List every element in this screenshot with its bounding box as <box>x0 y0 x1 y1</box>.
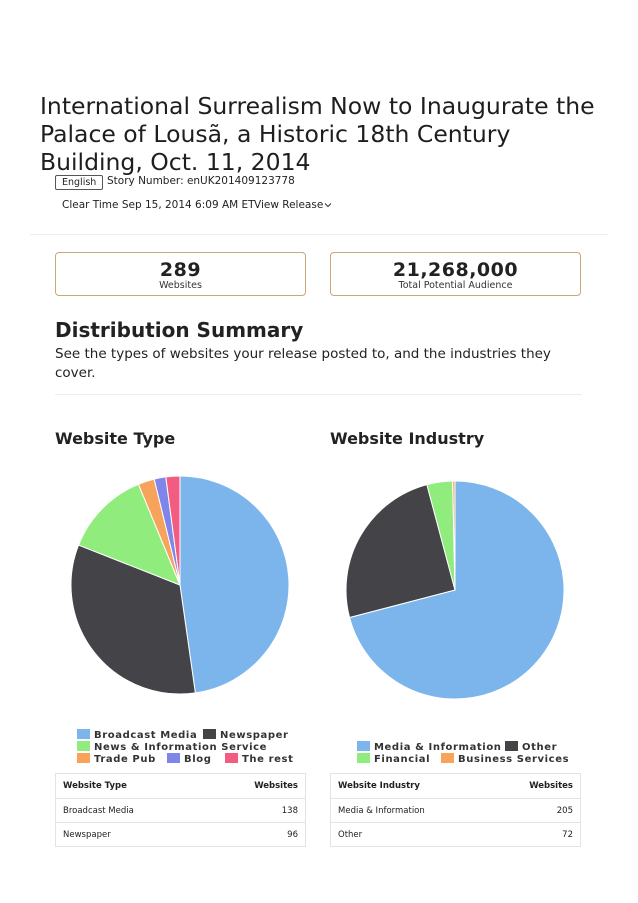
legend-item-trade-pub[interactable]: Trade Pub <box>77 753 156 765</box>
website-industry-table: Website Industry Websites Media & Inform… <box>330 773 582 847</box>
table-row: Media & Information 205 <box>330 798 582 823</box>
table-cell-label: Broadcast Media <box>55 798 205 823</box>
table-header-websites: Websites <box>489 773 582 799</box>
table-cell-value: 205 <box>489 798 582 823</box>
legend-item-broadcast-media[interactable]: Broadcast Media <box>77 729 197 741</box>
pie-slice-the-rest[interactable] <box>165 475 181 586</box>
website-type-table: Website Type Websites Broadcast Media 13… <box>55 773 307 847</box>
pie-slice-news-information-service[interactable] <box>77 483 181 586</box>
table-header-row: Website Industry Websites <box>330 773 582 799</box>
legend-swatch <box>357 741 370 751</box>
pie-slice-business-services[interactable] <box>452 480 456 591</box>
language-badge[interactable]: English <box>55 175 104 190</box>
pie-slice-broadcast-media[interactable] <box>179 475 290 694</box>
table-row: Other 72 <box>330 822 582 847</box>
legend-swatch <box>441 753 454 763</box>
audience-count: 21,268,000 <box>392 259 519 281</box>
legend-item-financial[interactable]: Financial <box>357 753 430 765</box>
website-type-chart-title: Website Type <box>55 429 176 448</box>
table-cell-value: 72 <box>489 822 582 847</box>
legend-item-the-rest[interactable]: The rest <box>225 753 293 765</box>
audience-stat-card: 21,268,000 Total Potential Audience <box>330 252 581 296</box>
pie-slice-newspaper[interactable] <box>70 544 196 695</box>
pie-slice-media-information[interactable] <box>348 480 565 700</box>
legend-item-news-information-service[interactable]: News & Information Service <box>77 741 267 753</box>
legend-swatch <box>77 729 90 739</box>
legend-item-media-information[interactable]: Media & Information <box>357 741 502 753</box>
table-header-website-industry: Website Industry <box>330 773 490 799</box>
table-cell-value: 138 <box>204 798 307 823</box>
legend-swatch <box>203 729 216 739</box>
table-row: Newspaper 96 <box>55 822 307 847</box>
website-type-pie-chart <box>70 475 290 695</box>
legend-swatch <box>77 741 90 751</box>
table-cell-value: 96 <box>204 822 307 847</box>
legend-swatch <box>225 753 238 763</box>
legend-swatch <box>167 753 180 763</box>
legend-swatch <box>357 753 370 763</box>
website-industry-pie-chart <box>345 480 565 700</box>
pie-slice-other[interactable] <box>345 484 456 619</box>
audience-label: Total Potential Audience <box>398 280 513 291</box>
table-header-website-type: Website Type <box>55 773 205 799</box>
legend-item-business-services[interactable]: Business Services <box>441 753 569 765</box>
page-title: International Surrealism Now to Inaugura… <box>40 92 595 176</box>
view-release-label: View Release <box>254 199 324 211</box>
table-cell-label: Newspaper <box>55 822 205 847</box>
distribution-summary-description: See the types of websites your release p… <box>55 346 551 381</box>
summary-divider <box>55 394 582 395</box>
table-cell-label: Other <box>330 822 490 847</box>
clear-time: Clear Time Sep 15, 2014 6:09 AM ET <box>62 199 255 211</box>
legend-swatch <box>77 753 90 763</box>
table-row: Broadcast Media 138 <box>55 798 307 823</box>
websites-label: Websites <box>159 280 202 291</box>
header-divider <box>30 234 608 235</box>
view-release-link[interactable]: View Release <box>254 199 332 211</box>
table-header-row: Website Type Websites <box>55 773 307 799</box>
legend-item-other[interactable]: Other <box>505 741 557 753</box>
distribution-summary-title: Distribution Summary <box>55 318 304 342</box>
legend-item-blog[interactable]: Blog <box>167 753 211 765</box>
legend-item-newspaper[interactable]: Newspaper <box>203 729 289 741</box>
story-number: Story Number: enUK201409123778 <box>107 175 295 187</box>
websites-stat-card: 289 Websites <box>55 252 306 296</box>
website-industry-chart-title: Website Industry <box>330 429 485 448</box>
table-header-websites: Websites <box>204 773 307 799</box>
websites-count: 289 <box>159 259 202 281</box>
legend-swatch <box>505 741 518 751</box>
table-cell-label: Media & Information <box>330 798 490 823</box>
chevron-down-icon <box>324 203 332 208</box>
